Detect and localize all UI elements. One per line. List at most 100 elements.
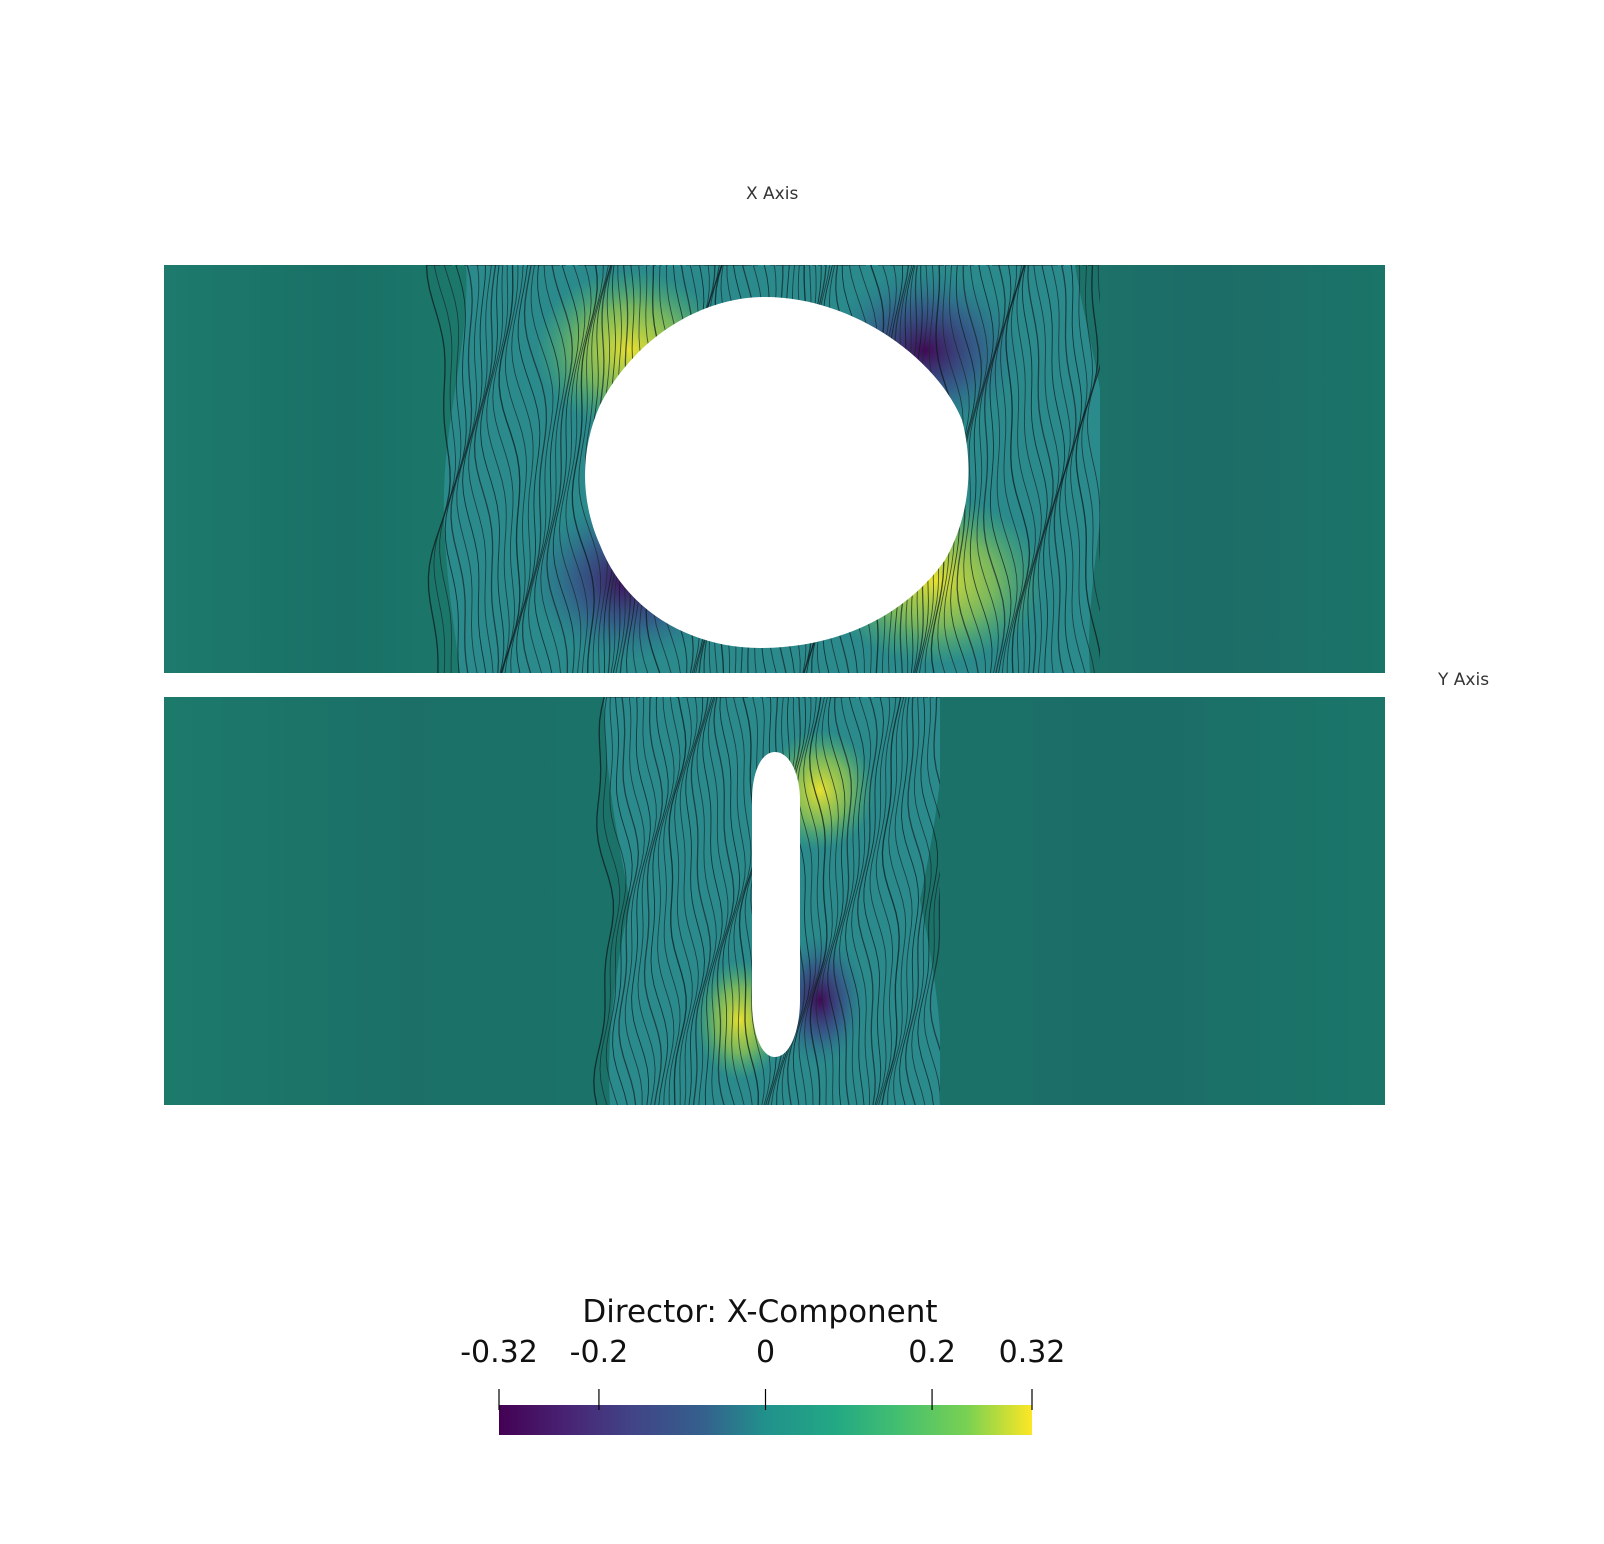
streamline (1081, 265, 1100, 613)
streamline (657, 697, 675, 1105)
colorbar (498, 1389, 1033, 1435)
streamline (821, 697, 839, 1105)
streamline (685, 697, 705, 1105)
streamline (510, 265, 534, 673)
streamline (923, 697, 940, 1105)
colorbar-tick-label: 0.2 (908, 1335, 956, 1370)
streamline (839, 697, 859, 1105)
streamline (450, 265, 473, 673)
streamline (643, 697, 663, 1105)
streamline (674, 697, 693, 1105)
streamline (528, 265, 554, 673)
streamline (845, 697, 865, 1105)
streamline (456, 265, 480, 673)
streamline (1016, 265, 1042, 673)
streamline (516, 265, 541, 673)
streamline (546, 265, 573, 673)
streamline (486, 265, 510, 673)
streamline (1075, 265, 1100, 660)
streamline (559, 265, 586, 673)
streamline (1064, 265, 1088, 673)
upper-circular-hole (585, 297, 969, 648)
y-axis-label: Y Axis (1438, 670, 1490, 690)
streamline (637, 697, 657, 1105)
streamline (887, 697, 907, 1105)
streamline (605, 697, 627, 1105)
streamline (439, 265, 462, 673)
streamline (963, 265, 988, 673)
streamline (650, 697, 669, 1105)
streamline (571, 265, 598, 673)
streamline (791, 697, 811, 1105)
streamline (899, 697, 919, 1105)
streamline (578, 265, 604, 673)
streamline (893, 697, 913, 1105)
streamline (1033, 265, 1060, 673)
streamline (433, 265, 456, 673)
streamline (618, 697, 640, 1105)
streamline (1041, 265, 1066, 673)
streamline (719, 697, 741, 1105)
streamline (929, 697, 940, 1052)
streamline (875, 697, 897, 1105)
streamline (738, 697, 759, 1105)
streamline (744, 697, 765, 1105)
streamline (857, 697, 878, 1105)
streamline (851, 697, 872, 1105)
upper-panel (164, 265, 1385, 673)
streamline (552, 265, 580, 673)
streamline (904, 697, 926, 1105)
streamline (832, 697, 853, 1105)
streamline (1005, 265, 1031, 673)
streamline (480, 265, 505, 673)
streamline (1070, 265, 1095, 673)
streamline (599, 697, 621, 1105)
streamline (725, 697, 746, 1105)
streamline (917, 697, 938, 1105)
colorbar-ticks (498, 1389, 1033, 1410)
streamline (593, 697, 615, 1105)
streamline (534, 265, 560, 673)
lower-panel (164, 697, 1385, 1105)
streamline (803, 697, 822, 1105)
colorbar-title: Director: X-Component (582, 1294, 938, 1330)
colorbar-tick-label: -0.2 (569, 1335, 629, 1370)
streamline (668, 697, 687, 1105)
streamline (869, 697, 891, 1105)
streamline (612, 697, 633, 1105)
streamline (462, 265, 487, 673)
streamline (425, 265, 451, 673)
streamline (881, 697, 902, 1105)
streamline (663, 697, 681, 1105)
streamline (827, 697, 846, 1105)
streamline (1048, 265, 1071, 673)
streamline (1027, 265, 1054, 673)
colorbar-tick-label: 0.32 (998, 1335, 1066, 1370)
streamline (797, 697, 817, 1105)
streamline (702, 697, 723, 1105)
streamline (809, 697, 828, 1105)
streamline (982, 265, 1006, 673)
streamline (1059, 265, 1082, 673)
streamline (624, 697, 645, 1105)
streamline (1086, 265, 1100, 564)
streamline (1000, 265, 1024, 673)
lower-slot-hole (752, 752, 800, 1057)
streamline (976, 265, 1000, 673)
streamline (969, 265, 994, 673)
streamline (540, 265, 567, 673)
streamline (679, 697, 699, 1105)
streamline (492, 265, 516, 673)
streamline (815, 697, 833, 1105)
streamline (473, 265, 500, 673)
streamline (696, 697, 717, 1105)
streamline (504, 265, 527, 673)
colorbar-tick-label: -0.32 (460, 1335, 538, 1370)
streamline (733, 697, 753, 1105)
streamline (1021, 265, 1048, 673)
x-axis-label: X Axis (746, 184, 799, 204)
streamline (690, 697, 712, 1105)
streamline (565, 265, 592, 673)
streamline (631, 697, 651, 1105)
